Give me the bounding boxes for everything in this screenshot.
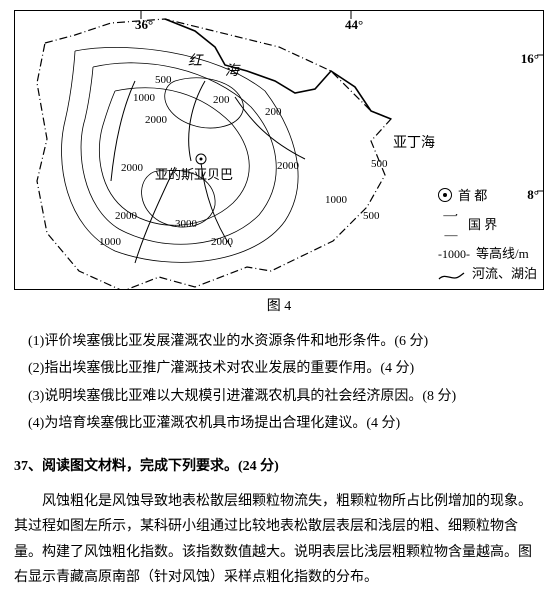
- map-legend: 首 都 —·— 国 界 -1000- 等高线/m 河流、湖泊: [438, 186, 537, 284]
- question-item: (2)指出埃塞俄比亚推广灌溉技术对农业发展的重要作用。(4 分): [14, 356, 543, 381]
- legend-contour: -1000- 等高线/m: [438, 244, 537, 264]
- paragraph: 风蚀粗化是风蚀导致地表松散层细颗粒物流失，粗颗粒物所占比例增加的现象。其过程如图…: [14, 489, 543, 590]
- section-heading: 37、阅读图文材料，完成下列要求。(24 分): [14, 454, 543, 479]
- figure-caption: 图 4: [14, 294, 544, 319]
- contour-value: 2000: [145, 111, 167, 131]
- question-item: (1)评价埃塞俄比亚发展灌溉农业的水资源条件和地形条件。(6 分): [14, 329, 543, 354]
- question-item: (4)为培育埃塞俄比亚灌溉农机具市场提出合理化建议。(4 分): [14, 411, 543, 436]
- contour-value: 2000: [277, 157, 299, 177]
- legend-capital: 首 都: [438, 186, 537, 206]
- sea-label: 红: [188, 49, 202, 74]
- legend-label: 国 界: [468, 215, 497, 235]
- question-list: (1)评价埃塞俄比亚发展灌溉农业的水资源条件和地形条件。(6 分) (2)指出埃…: [14, 329, 543, 436]
- contour-value: 1000: [325, 191, 347, 211]
- contour-value: 200: [213, 91, 230, 111]
- river-symbol-icon: [438, 268, 466, 278]
- legend-label: 河流、湖泊: [472, 264, 537, 284]
- contour-value: 2000: [115, 207, 137, 227]
- contour-value: 500: [155, 71, 172, 91]
- sea-label: 海: [225, 59, 239, 84]
- sea-label: 亚丁海: [393, 131, 435, 156]
- contour-value: 2000: [211, 233, 233, 253]
- capital-symbol-icon: [438, 188, 452, 202]
- contour-value: 1000: [99, 233, 121, 253]
- contour-value: 1000: [133, 89, 155, 109]
- contour-symbol-icon: -1000-: [438, 245, 470, 263]
- contour-value: 200: [265, 103, 282, 123]
- legend-label: 等高线/m: [476, 244, 529, 264]
- contour-value: 500: [371, 155, 388, 175]
- legend-border: —·— 国 界: [438, 205, 537, 244]
- figure-4: 36° 44° 16° 8°: [14, 10, 544, 319]
- border-symbol-icon: —·—: [438, 205, 462, 244]
- map-box: 36° 44° 16° 8°: [14, 10, 544, 290]
- legend-river: 河流、湖泊: [438, 264, 537, 284]
- capital-label: 亚的斯亚贝巴: [155, 163, 233, 186]
- river: [189, 81, 205, 161]
- contour-value: 2000: [121, 159, 143, 179]
- contour-value: 500: [363, 207, 380, 227]
- question-item: (3)说明埃塞俄比亚难以大规模引进灌溉农机具的社会经济原因。(8 分): [14, 384, 543, 409]
- legend-label: 首 都: [458, 186, 487, 206]
- contour-value: 3000: [175, 215, 197, 235]
